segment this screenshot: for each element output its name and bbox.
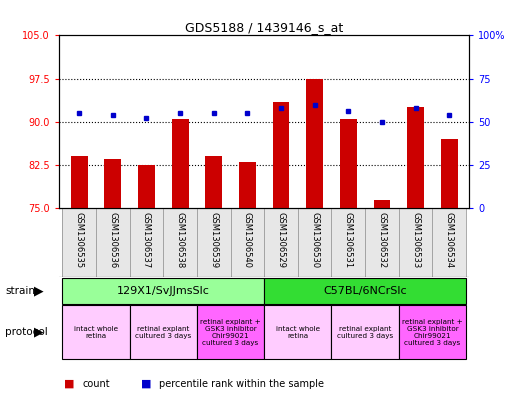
Text: GSM1306530: GSM1306530	[310, 212, 319, 268]
Bar	[272, 102, 289, 208]
Text: ■: ■	[64, 379, 74, 389]
Bar	[365, 208, 399, 277]
Bar	[96, 208, 130, 277]
Text: ▶: ▶	[34, 325, 43, 339]
Bar	[105, 159, 121, 208]
Bar	[205, 156, 222, 208]
Text: ▶: ▶	[34, 284, 43, 298]
Bar	[130, 208, 163, 277]
Text: retinal explant +
GSK3 inhibitor
Chir99021
cultured 3 days: retinal explant + GSK3 inhibitor Chir990…	[402, 319, 463, 345]
Bar	[340, 119, 357, 208]
Bar	[230, 208, 264, 277]
Text: GSM1306537: GSM1306537	[142, 212, 151, 268]
Bar	[331, 208, 365, 277]
Bar	[399, 305, 466, 359]
Bar	[197, 305, 264, 359]
Text: GSM1306535: GSM1306535	[75, 212, 84, 268]
Bar	[163, 208, 197, 277]
Bar	[331, 305, 399, 359]
Bar	[441, 139, 458, 208]
Bar	[63, 305, 130, 359]
Bar	[264, 305, 331, 359]
Bar	[306, 79, 323, 208]
Text: GSM1306531: GSM1306531	[344, 212, 353, 268]
Bar	[239, 162, 256, 208]
Text: GSM1306534: GSM1306534	[445, 212, 453, 268]
Text: GSM1306536: GSM1306536	[108, 212, 117, 268]
Bar	[63, 208, 96, 277]
Bar	[264, 208, 298, 277]
Title: GDS5188 / 1439146_s_at: GDS5188 / 1439146_s_at	[185, 21, 343, 34]
Text: count: count	[82, 379, 110, 389]
Bar	[172, 119, 188, 208]
Bar	[264, 277, 466, 304]
Bar	[71, 156, 88, 208]
Text: GSM1306538: GSM1306538	[175, 212, 185, 268]
Bar	[432, 208, 466, 277]
Text: protocol: protocol	[5, 327, 48, 337]
Bar	[407, 107, 424, 208]
Text: retinal explant
cultured 3 days: retinal explant cultured 3 days	[337, 325, 393, 339]
Text: GSM1306540: GSM1306540	[243, 212, 252, 268]
Text: ■: ■	[141, 379, 151, 389]
Text: intact whole
retina: intact whole retina	[276, 325, 320, 339]
Text: GSM1306533: GSM1306533	[411, 212, 420, 268]
Text: percentile rank within the sample: percentile rank within the sample	[159, 379, 324, 389]
Text: GSM1306539: GSM1306539	[209, 212, 218, 268]
Bar	[298, 208, 331, 277]
Text: intact whole
retina: intact whole retina	[74, 325, 118, 339]
Bar	[399, 208, 432, 277]
Bar	[197, 208, 230, 277]
Bar	[373, 200, 390, 208]
Bar	[63, 277, 264, 304]
Text: C57BL/6NCrSlc: C57BL/6NCrSlc	[323, 286, 407, 296]
Text: retinal explant +
GSK3 inhibitor
Chir99021
cultured 3 days: retinal explant + GSK3 inhibitor Chir990…	[200, 319, 261, 345]
Text: GSM1306532: GSM1306532	[378, 212, 386, 268]
Bar	[130, 305, 197, 359]
Bar	[138, 165, 155, 208]
Text: GSM1306529: GSM1306529	[277, 212, 286, 268]
Text: strain: strain	[5, 286, 35, 296]
Text: retinal explant
cultured 3 days: retinal explant cultured 3 days	[135, 325, 191, 339]
Text: 129X1/SvJJmsSlc: 129X1/SvJJmsSlc	[117, 286, 210, 296]
